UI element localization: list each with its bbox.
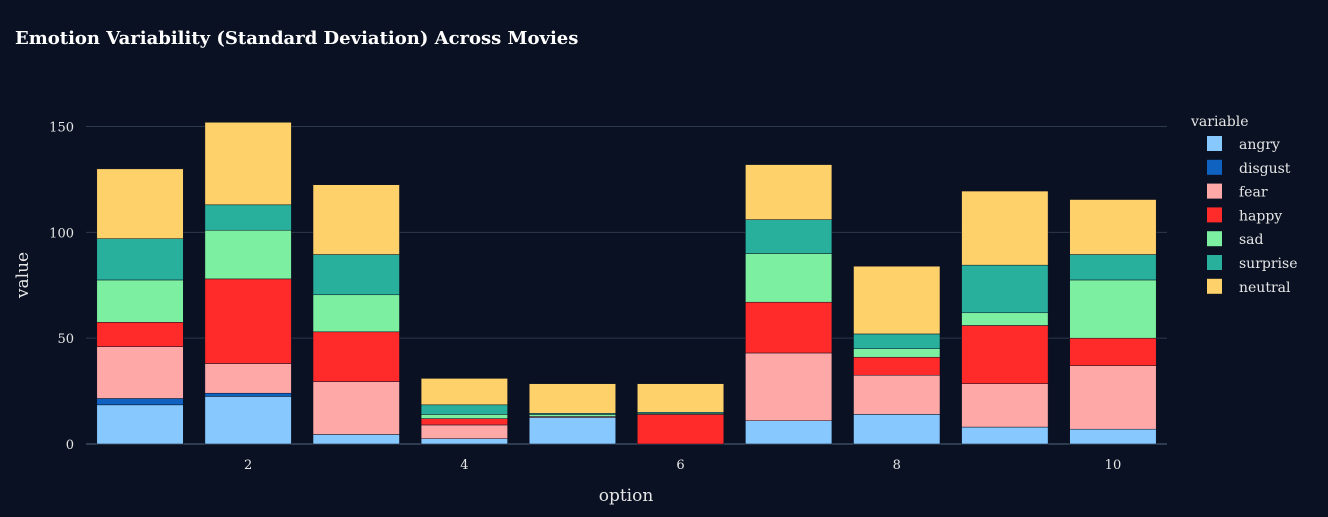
- bar-neutral-4: [420, 378, 508, 406]
- legend-label-surprise: surprise: [1239, 256, 1298, 272]
- x-tick-label-2: 2: [244, 458, 252, 473]
- legend-item-neutral[interactable]: neutral: [1207, 278, 1291, 296]
- bar-neutral-8: [853, 265, 941, 335]
- x-axis-ticks: 2 4 6 8 10: [244, 458, 1121, 473]
- bar-surprise-8: [853, 333, 941, 349]
- legend-item-sad[interactable]: sad: [1207, 231, 1264, 248]
- legend-swatch-fear: [1207, 183, 1222, 199]
- bar-sad-7: [745, 253, 833, 303]
- bar-sad-9: [961, 312, 1049, 326]
- bar-happy-6: [637, 414, 725, 445]
- bar-fear-9: [961, 383, 1049, 428]
- bar-happy-4: [420, 418, 508, 426]
- legend-label-disgust: disgust: [1239, 161, 1291, 177]
- bar-happy-7: [745, 301, 833, 354]
- bar-neutral-7: [745, 164, 833, 220]
- bar-angry-9: [961, 426, 1049, 445]
- bar-fear-1: [96, 346, 184, 399]
- legend-item-disgust[interactable]: disgust: [1207, 159, 1291, 177]
- bar-neutral-6: [637, 383, 725, 413]
- y-axis-title: value: [13, 252, 33, 299]
- bar-happy-1: [96, 322, 184, 347]
- bar-sad-2: [204, 229, 292, 280]
- bar-angry-1: [96, 404, 184, 445]
- bar-neutral-2: [204, 122, 292, 206]
- legend-swatch-sad: [1207, 231, 1222, 247]
- x-tick-label-6: 6: [676, 458, 684, 473]
- bar-neutral-3: [312, 184, 400, 255]
- bar-angry-2: [204, 396, 292, 445]
- bar-surprise-1: [96, 238, 184, 281]
- bar-disgust-1: [96, 398, 184, 406]
- bar-surprise-9: [961, 264, 1049, 314]
- legend-label-neutral: neutral: [1239, 280, 1291, 296]
- chart-title: Emotion Variability (Standard Deviation)…: [15, 28, 578, 49]
- legend-label-happy: happy: [1239, 208, 1282, 224]
- bar-sad-1: [96, 279, 184, 323]
- legend-items[interactable]: angry disgust fear happy sad surprise neutral: [1207, 136, 1298, 296]
- bar-surprise-2: [204, 204, 292, 231]
- bar-angry-5: [528, 417, 616, 445]
- bar-neutral-9: [961, 190, 1049, 266]
- bar-surprise-3: [312, 254, 400, 296]
- bar-angry-8: [853, 414, 941, 445]
- x-tick-label-8: 8: [893, 458, 901, 473]
- bar-happy-10: [1069, 337, 1157, 366]
- bars-layer: [96, 122, 1157, 445]
- bar-happy-8: [853, 356, 941, 376]
- legend-swatch-disgust: [1207, 159, 1222, 175]
- x-tick-label-4: 4: [460, 458, 468, 473]
- legend-item-happy[interactable]: happy: [1207, 207, 1282, 224]
- bar-surprise-7: [745, 219, 833, 254]
- bar-angry-4: [420, 438, 508, 445]
- bar-happy-3: [312, 331, 400, 382]
- bar-fear-2: [204, 363, 292, 394]
- bar-disgust-2: [204, 392, 292, 397]
- legend-item-fear[interactable]: fear: [1207, 183, 1268, 201]
- legend-item-surprise[interactable]: surprise: [1207, 255, 1298, 272]
- bar-angry-3: [312, 434, 400, 445]
- bar-fear-10: [1069, 365, 1157, 430]
- bar-happy-9: [961, 325, 1049, 384]
- y-axis-ticks: 0 50 100 150: [49, 121, 74, 454]
- legend-label-fear: fear: [1239, 185, 1268, 201]
- legend[interactable]: variable angry disgust fear happy sad surpris…: [1190, 114, 1298, 296]
- legend-swatch-neutral: [1207, 278, 1222, 294]
- bar-fear-8: [853, 374, 941, 415]
- legend-label-angry: angry: [1239, 137, 1280, 153]
- y-tick-label-0: 0: [66, 438, 74, 453]
- legend-title: variable: [1190, 114, 1249, 130]
- bar-sad-3: [312, 294, 400, 333]
- bar-angry-7: [745, 420, 833, 445]
- bar-sad-8: [853, 348, 941, 358]
- bar-sad-10: [1069, 279, 1157, 339]
- bar-fear-4: [420, 424, 508, 439]
- bar-fear-7: [745, 352, 833, 421]
- bar-sad-5: [528, 414, 616, 417]
- legend-item-angry[interactable]: angry: [1207, 136, 1280, 153]
- bar-angry-10: [1069, 428, 1157, 445]
- bar-surprise-4: [420, 404, 508, 415]
- y-tick-label-150: 150: [49, 121, 74, 136]
- bar-neutral-1: [96, 168, 184, 239]
- bar-neutral-5: [528, 383, 616, 414]
- bar-happy-2: [204, 278, 292, 364]
- bar-neutral-10: [1069, 199, 1157, 255]
- y-tick-label-50: 50: [57, 332, 74, 347]
- legend-swatch-surprise: [1207, 255, 1222, 270]
- legend-swatch-happy: [1207, 207, 1222, 223]
- y-tick-label-100: 100: [49, 226, 74, 241]
- bar-surprise-10: [1069, 254, 1157, 281]
- x-tick-label-10: 10: [1105, 458, 1122, 473]
- x-axis-title: option: [599, 486, 654, 506]
- legend-label-sad: sad: [1239, 232, 1264, 248]
- bar-sad-4: [420, 414, 508, 419]
- bar-fear-3: [312, 381, 400, 435]
- legend-swatch-angry: [1207, 136, 1222, 151]
